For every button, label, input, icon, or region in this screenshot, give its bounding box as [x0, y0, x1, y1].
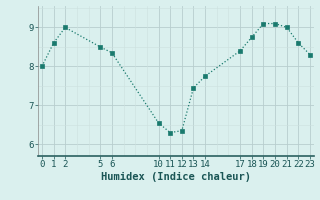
X-axis label: Humidex (Indice chaleur): Humidex (Indice chaleur) [101, 172, 251, 182]
